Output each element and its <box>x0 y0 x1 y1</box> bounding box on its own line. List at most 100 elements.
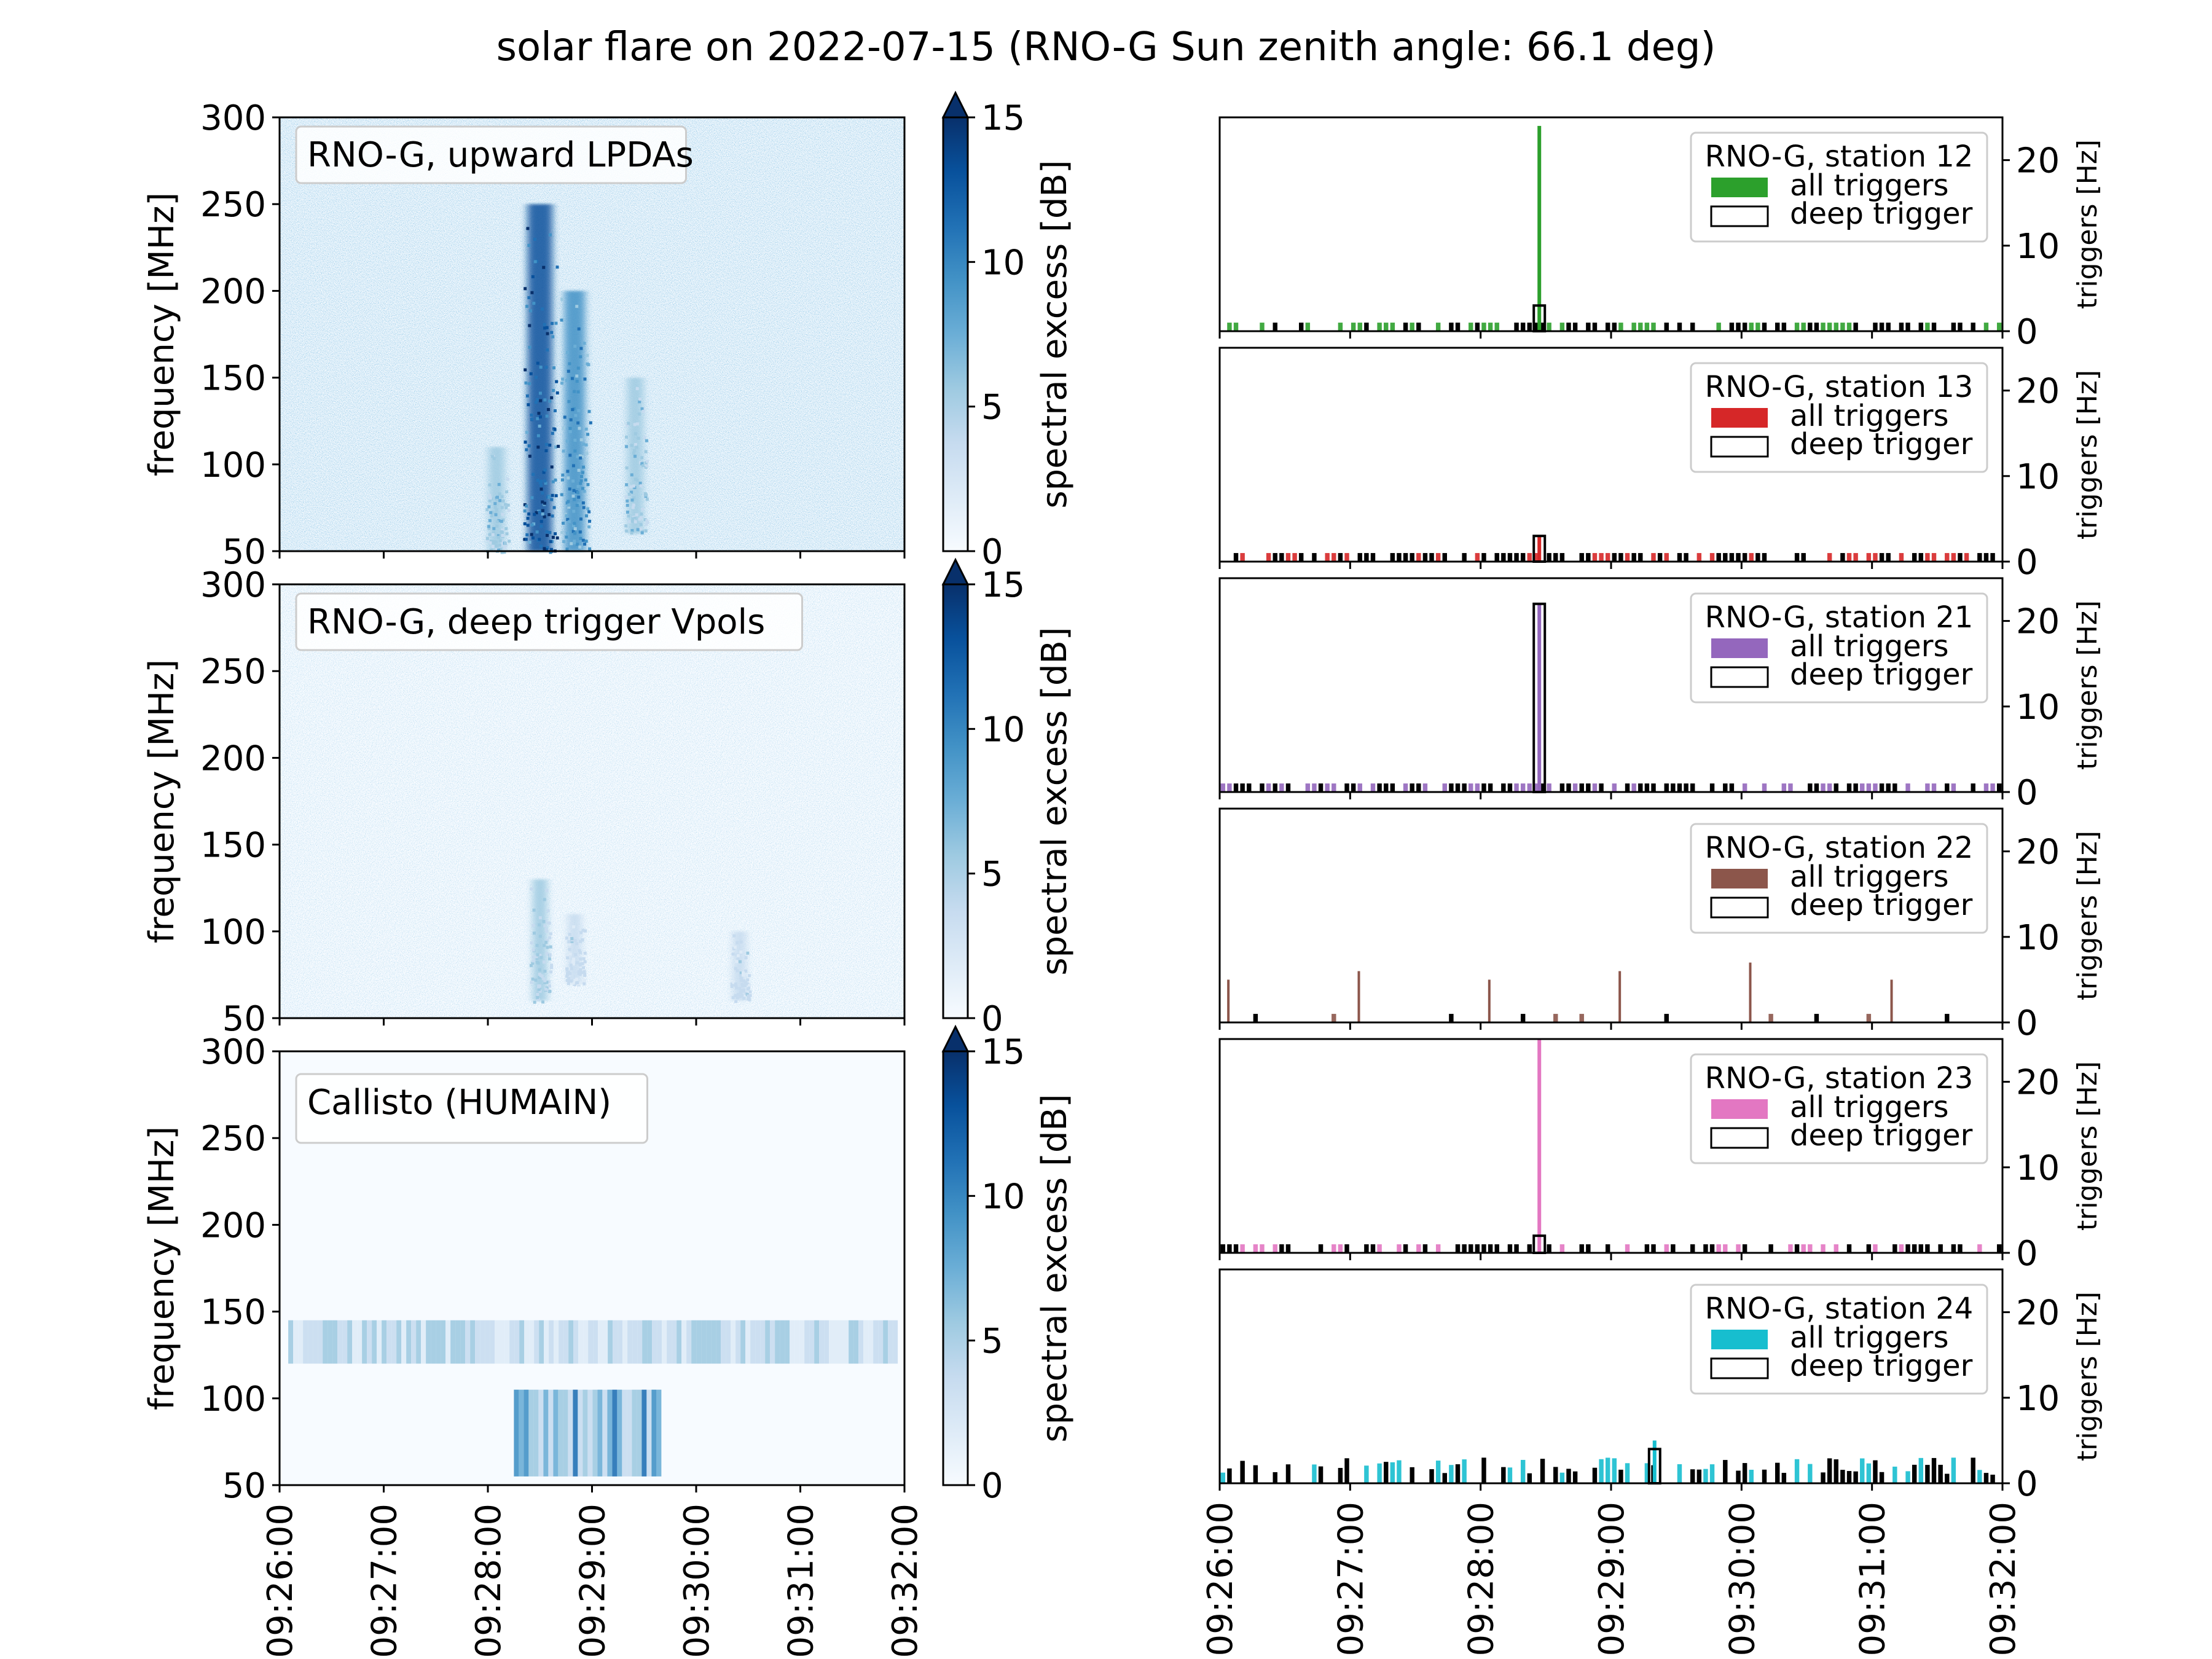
y-tick-label: 10 <box>2016 918 2060 958</box>
spectrogram-column <box>298 1320 304 1364</box>
spectrogram-column <box>377 1320 382 1364</box>
trigger-bar <box>1794 553 1800 562</box>
spectrogram-speckle <box>584 929 587 933</box>
spectrogram-speckle <box>629 485 633 488</box>
y-tick-label: 100 <box>200 1379 266 1419</box>
legend-title: RNO-G, station 21 <box>1705 600 1974 635</box>
trigger-bar <box>1834 323 1838 331</box>
panel-label-box <box>295 1073 648 1144</box>
spectrogram-speckle <box>583 960 587 963</box>
spectrogram-speckle <box>491 455 495 458</box>
spectrogram-speckle <box>645 439 648 442</box>
spectrogram-speckle <box>633 432 637 436</box>
trigger-bar <box>1879 323 1885 331</box>
spectrogram-speckle <box>576 981 579 984</box>
trigger-bar <box>1592 553 1598 562</box>
trigger-bar <box>1651 553 1656 562</box>
spectrogram-column <box>672 1320 677 1364</box>
trigger-bar <box>1684 553 1688 562</box>
spectrogram-column <box>559 1320 564 1364</box>
spectrogram-column <box>647 1320 653 1364</box>
spectrogram-speckle <box>581 538 585 542</box>
trigger-bar <box>1416 323 1421 331</box>
spectrogram-column <box>426 1320 431 1364</box>
spectrogram-speckle <box>625 435 629 439</box>
spectrogram-speckle <box>640 531 644 535</box>
trigger-bar <box>1723 1244 1728 1253</box>
spectrogram-column <box>578 1389 583 1477</box>
trigger-bar <box>1631 783 1636 792</box>
spectrogram-column <box>431 1320 436 1364</box>
spectrogram-speckle <box>543 501 547 505</box>
trigger-bar <box>1696 1469 1702 1483</box>
spectrogram-speckle <box>636 422 640 426</box>
trigger-bar <box>1540 1459 1545 1483</box>
trigger-bar <box>1273 1472 1277 1483</box>
spectrogram-column <box>701 1320 707 1364</box>
legend-swatch-deep <box>1710 205 1769 227</box>
trigger-bar <box>1442 1473 1447 1483</box>
trigger-bar <box>1918 1244 1924 1253</box>
legend-title: RNO-G, station 24 <box>1705 1292 1974 1326</box>
legend-title: RNO-G, station 12 <box>1705 139 1974 174</box>
legend-box <box>1690 131 1988 243</box>
spectrogram-speckle <box>579 475 583 479</box>
trigger-bar <box>1931 1457 1937 1483</box>
spectrogram-speckle <box>543 323 546 326</box>
spectrogram-speckle <box>536 417 539 420</box>
spectrogram-speckle <box>579 939 582 943</box>
spectrogram-column <box>582 1389 588 1477</box>
spectrogram-speckle <box>579 479 583 483</box>
trigger-bar <box>1664 1014 1669 1022</box>
trigger-bar <box>1892 1244 1897 1253</box>
spectrogram-column <box>593 1320 598 1364</box>
spectrogram-speckle <box>531 955 535 959</box>
trigger-bar <box>1318 1244 1324 1253</box>
spectrogram-speckle <box>544 941 548 944</box>
spectrogram-speckle <box>625 466 629 470</box>
trigger-spike <box>1749 962 1752 1022</box>
trigger-bar <box>1644 323 1650 331</box>
spectrogram-speckle <box>630 473 633 477</box>
colorbar-extend-arrow <box>941 1024 970 1053</box>
trigger-peak-all <box>1652 1440 1657 1483</box>
spectrogram-column <box>524 1389 529 1477</box>
spectrogram-column <box>651 1389 657 1477</box>
spectrogram-speckle <box>586 483 590 487</box>
y-tick-label: 50 <box>222 1466 266 1506</box>
spectrogram-column <box>303 1320 308 1364</box>
spectrogram-speckle <box>531 959 535 963</box>
panel-label: RNO-G, upward LPDAs <box>307 135 694 175</box>
trigger-bar <box>1547 783 1551 792</box>
spectrogram-noise <box>280 117 904 551</box>
trigger-bar <box>1390 1462 1395 1483</box>
trigger-bar <box>1846 1471 1852 1483</box>
spectrogram-speckle <box>527 444 531 448</box>
spectrogram-panel-3: 50 100 150 200 250 300 frequency [MHz] Callisto… <box>142 1032 906 1506</box>
spectrogram-speckle <box>545 952 549 955</box>
legend-label-all: all triggers <box>1790 399 1948 433</box>
legend-box <box>1690 823 1988 934</box>
trigger-bar <box>1449 1465 1454 1483</box>
spectrogram-speckle <box>537 412 541 415</box>
spectrogram-speckle <box>627 492 631 496</box>
trigger-bar <box>1501 1467 1506 1483</box>
spectrogram-speckle <box>500 519 503 523</box>
trigger-bar <box>1638 323 1643 331</box>
trigger-bar <box>1559 783 1565 792</box>
spectrogram-speckle <box>573 979 577 982</box>
spectrogram-column <box>785 1320 790 1364</box>
spectrogram-column <box>436 1320 441 1364</box>
spectrogram-column <box>612 1389 618 1477</box>
trigger-bar <box>1579 553 1584 562</box>
trigger-bar <box>1638 553 1643 562</box>
colorbar-tick-label: 15 <box>981 1032 1025 1072</box>
y-tick-label: 300 <box>200 565 266 605</box>
spectrogram-column <box>558 1389 563 1477</box>
trigger-bar <box>1273 1244 1277 1253</box>
spectrogram-speckle <box>504 527 508 530</box>
trigger-bar <box>1377 783 1382 792</box>
spectrogram-column <box>293 1320 299 1364</box>
trigger-bar <box>1977 1470 1982 1483</box>
spectrogram-speckle <box>546 909 550 912</box>
